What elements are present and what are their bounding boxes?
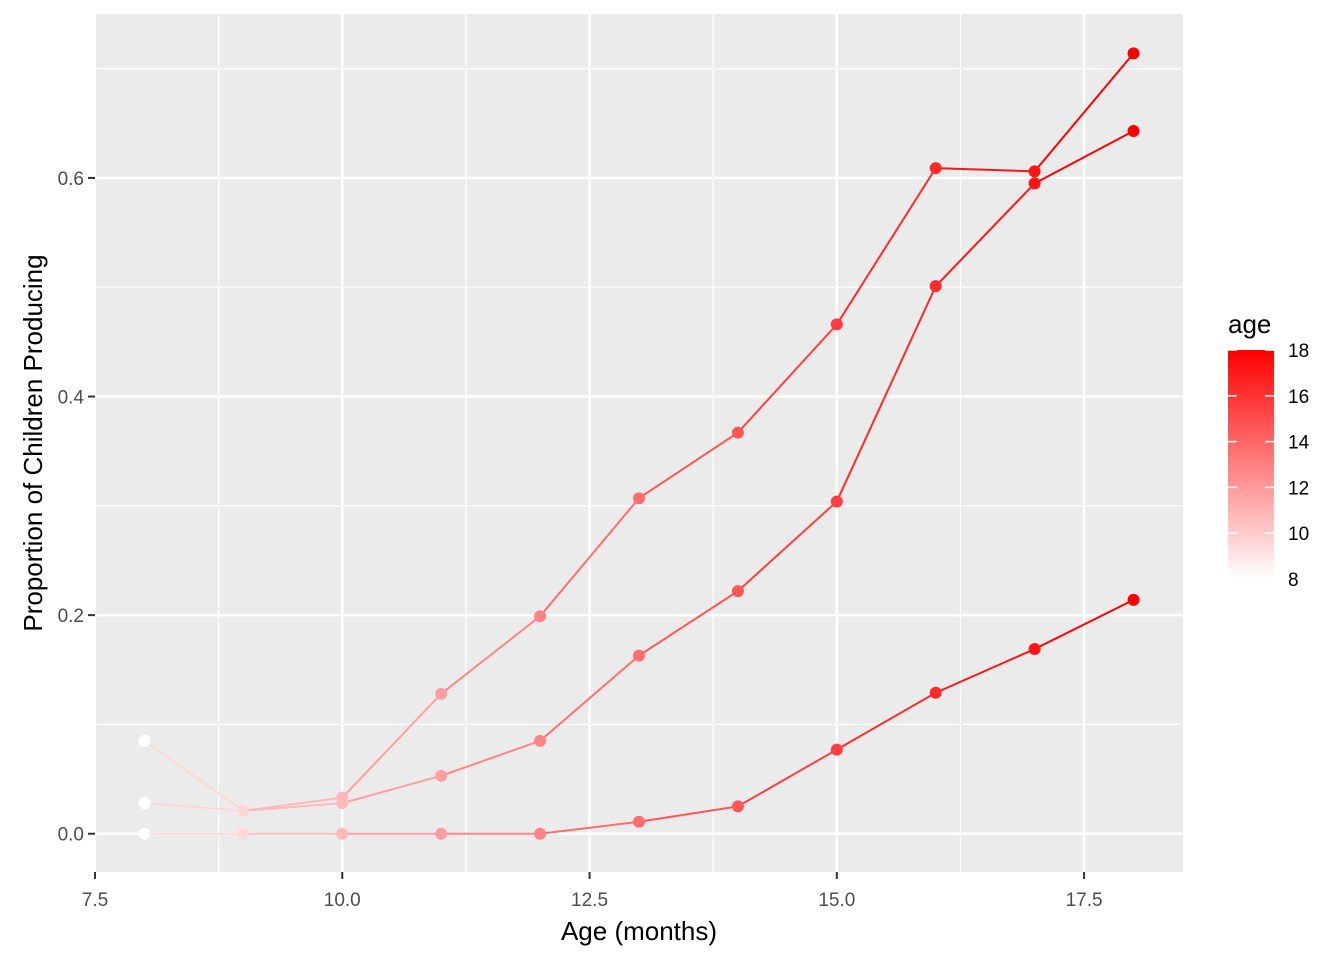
y-tick-label: 0.6 — [58, 169, 84, 190]
line-segment — [935, 182, 1036, 287]
line-segment — [737, 500, 838, 592]
series-1-line — [143, 52, 1135, 812]
series-points — [138, 47, 1140, 840]
series-2-points — [138, 124, 1140, 817]
line-segment — [243, 802, 343, 812]
data-point — [138, 797, 151, 810]
data-point — [929, 280, 942, 293]
x-tick-label: 12.5 — [571, 890, 608, 911]
data-point — [633, 649, 645, 662]
line-segment — [1033, 52, 1135, 173]
y-tick-label: 0.4 — [58, 388, 85, 409]
line-segment — [638, 590, 739, 657]
legend-title: age — [1228, 309, 1271, 339]
line-segment — [835, 285, 937, 502]
data-point — [138, 827, 151, 840]
line-segment — [342, 774, 442, 805]
line-segment — [835, 167, 937, 325]
y-axis-title: Proportion of Children Producing — [18, 254, 48, 631]
series-2-line — [144, 130, 1135, 812]
y-tick-label: 0.2 — [58, 606, 84, 627]
y-tick-label: 0.0 — [58, 825, 84, 846]
axes: 7.5 10.0 12.5 15.0 17.5 0.0 0.2 0.4 0.6 — [58, 169, 1103, 911]
legend-tick-label: 10 — [1288, 524, 1309, 545]
data-point — [534, 734, 547, 747]
data-point — [435, 687, 448, 700]
data-point — [435, 769, 448, 782]
line-segment — [638, 431, 739, 500]
data-point — [731, 585, 744, 598]
data-point — [435, 827, 448, 840]
line-segment — [539, 820, 640, 835]
legend-colorbar — [1228, 350, 1274, 579]
legend-tick-label: 18 — [1288, 341, 1309, 362]
data-point — [830, 318, 843, 331]
line-segment — [143, 740, 244, 812]
line-segment — [737, 323, 838, 434]
line-segment — [935, 648, 1036, 694]
data-point — [237, 804, 250, 817]
data-point — [534, 610, 547, 623]
line-segment — [836, 691, 937, 751]
line-segment — [144, 802, 244, 812]
data-point — [138, 734, 151, 747]
line-segment — [440, 615, 541, 695]
legend-tick-label: 14 — [1288, 433, 1310, 454]
data-point — [336, 827, 349, 840]
line-segment — [1034, 598, 1134, 650]
x-axis-title: Age (months) — [561, 916, 717, 946]
data-point — [534, 827, 547, 840]
series-lines — [143, 52, 1135, 835]
data-point — [830, 743, 843, 756]
x-tick-label: 10.0 — [324, 890, 361, 911]
data-point — [929, 686, 942, 699]
data-point — [1127, 124, 1140, 137]
line-segment — [1034, 130, 1135, 185]
panel-background — [95, 14, 1183, 872]
data-point — [237, 827, 250, 840]
series-3-line — [144, 598, 1134, 835]
x-tick-label: 7.5 — [82, 890, 108, 911]
grid-lines — [93, 14, 1183, 872]
legend-tick-label: 8 — [1288, 570, 1299, 591]
data-point — [1127, 47, 1140, 60]
data-point — [1028, 165, 1041, 178]
data-point — [1028, 177, 1041, 190]
color-legend: age 8 10 12 14 16 18 — [1228, 309, 1310, 591]
data-point — [633, 815, 645, 828]
data-point — [731, 800, 744, 813]
data-point — [336, 797, 349, 810]
data-point — [929, 162, 942, 175]
series-3-points — [138, 593, 1140, 840]
x-tick-label: 15.0 — [818, 890, 855, 911]
data-point — [731, 426, 744, 439]
line-segment — [737, 748, 838, 808]
line-segment — [935, 167, 1035, 173]
x-tick-label: 17.5 — [1066, 890, 1103, 911]
line-segment — [638, 805, 739, 823]
legend-tick-label: 16 — [1288, 387, 1309, 408]
data-point — [633, 492, 645, 505]
data-point — [1127, 593, 1140, 606]
data-point — [830, 495, 843, 508]
data-point — [1028, 643, 1041, 656]
line-segment — [440, 739, 541, 777]
line-segment — [539, 654, 640, 742]
line-segment — [539, 497, 640, 617]
legend-tick-label: 12 — [1288, 478, 1309, 499]
line-segment — [341, 693, 442, 799]
